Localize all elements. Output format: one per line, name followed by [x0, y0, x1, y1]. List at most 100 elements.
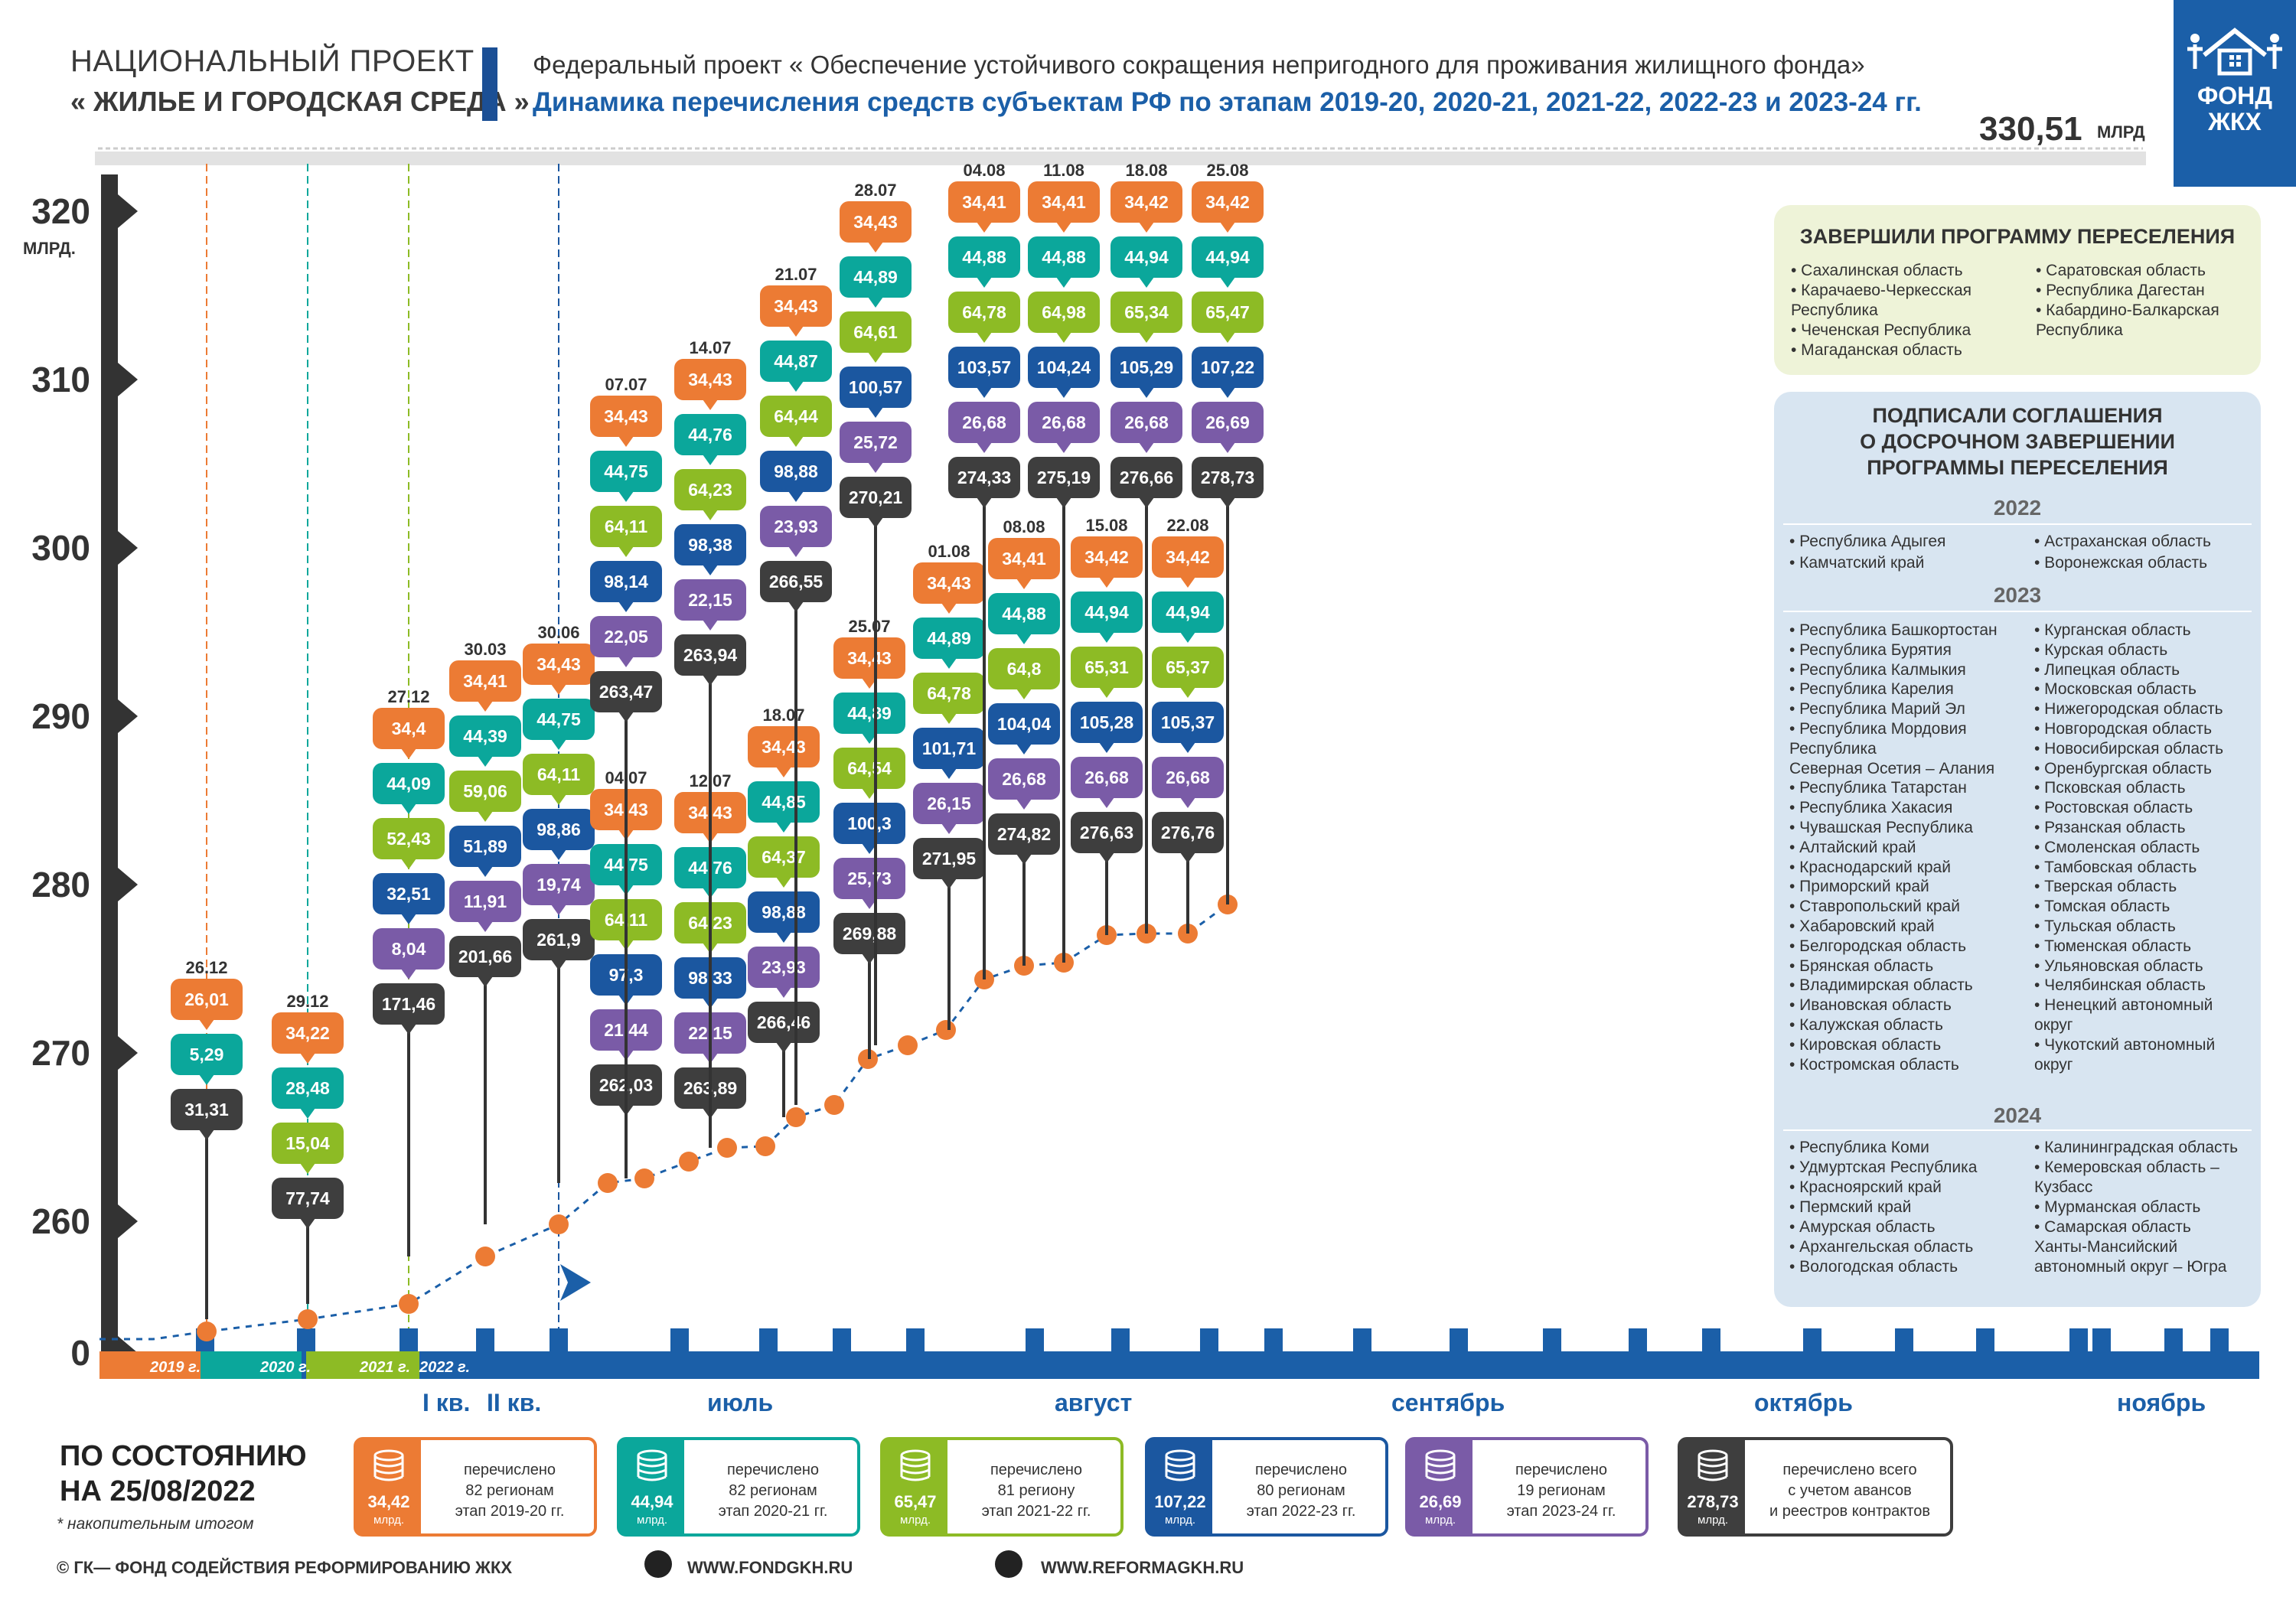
value-label: 103,57 — [957, 357, 1011, 377]
value-label: 44,88 — [1042, 247, 1086, 267]
value-badge-pointer — [941, 713, 957, 724]
value-label: 8,04 — [392, 939, 426, 959]
region-item: • Республика Хакасия — [1789, 799, 1953, 817]
value-label: 26,68 — [962, 412, 1006, 432]
logo-line-1: ФОНД — [2197, 82, 2273, 109]
value-badge — [840, 311, 912, 353]
period-label: 2022 г. — [419, 1359, 470, 1376]
value-badge — [760, 396, 832, 437]
x-tick — [1450, 1328, 1468, 1351]
value-badge-pointer — [1139, 442, 1154, 453]
value-badge-pointer — [551, 849, 566, 860]
value-label: 26,68 — [1166, 768, 1210, 787]
fond-logo[interactable]: ФОНД ЖКХ — [2174, 0, 2296, 187]
value-badge-pointer — [862, 733, 877, 744]
y-tick-arrow — [118, 1036, 138, 1070]
value-label: 34,42 — [1124, 192, 1169, 212]
value-badge-pointer — [300, 1053, 315, 1064]
value-label: 23,93 — [762, 957, 806, 977]
period-segment — [99, 1351, 201, 1379]
region-item: • Калужская область — [1789, 1016, 1943, 1034]
value-badge — [748, 781, 820, 823]
value-badge — [1152, 812, 1224, 853]
value-badge — [988, 703, 1060, 745]
value-badge — [1110, 181, 1182, 223]
period-segment — [306, 1351, 419, 1379]
completed-program-box: ЗАВЕРШИЛИ ПРОГРАММУ ПЕРЕСЕЛЕНИЯ • Сахали… — [1774, 205, 2261, 375]
value-label: 44,88 — [962, 247, 1006, 267]
value-badge-pointer — [862, 898, 877, 909]
value-badge — [948, 236, 1020, 278]
value-badge-pointer — [199, 1019, 214, 1030]
region-item: • Саратовская область — [2036, 262, 2206, 279]
value-badge — [373, 983, 445, 1025]
legend-item: 26,69 млрд. перечислено 19 регионам этап 2… — [1405, 1437, 1649, 1537]
value-badge — [913, 728, 985, 769]
region-item: • Камчатский край — [1789, 554, 1925, 572]
value-badge — [748, 947, 820, 988]
x-tick — [833, 1328, 851, 1351]
value-label: 98,88 — [762, 902, 806, 922]
value-badge-pointer — [1180, 687, 1195, 698]
value-badge-pointer — [1056, 332, 1071, 343]
x-tick — [1895, 1328, 1913, 1351]
value-badge — [840, 422, 912, 463]
coins-icon — [637, 1449, 667, 1481]
column-date: 08.08 — [1003, 517, 1045, 536]
value-badge — [948, 292, 1020, 333]
value-badge-pointer — [1016, 634, 1032, 644]
logo-line-2: ЖКХ — [2208, 108, 2262, 135]
value-label: 34,41 — [1042, 192, 1086, 212]
legend-unit: млрд. — [637, 1514, 667, 1527]
value-badge — [913, 783, 985, 824]
value-label: 34,43 — [604, 406, 648, 426]
value-badge — [1152, 702, 1224, 743]
value-label: 105,29 — [1120, 357, 1173, 377]
column-date: 25.08 — [1206, 161, 1248, 180]
value-label: 31,31 — [184, 1100, 229, 1119]
month-label: ноябрь — [2117, 1389, 2206, 1416]
coins-icon — [900, 1449, 931, 1481]
value-badge-pointer — [1220, 222, 1235, 233]
column-date: 14.07 — [689, 338, 731, 357]
value-label: 26,01 — [184, 989, 229, 1009]
value-badge-pointer — [868, 462, 883, 473]
value-badge-pointer — [1180, 742, 1195, 753]
x-tick — [1200, 1328, 1218, 1351]
y-tick-label: 0 — [70, 1333, 90, 1373]
value-badge — [590, 396, 662, 437]
value-badge — [1028, 236, 1100, 278]
value-badge-pointer — [1016, 799, 1032, 810]
site-link-1[interactable]: WWW.FONDGKH.RU — [687, 1558, 853, 1577]
value-badge — [748, 891, 820, 933]
value-badge — [988, 813, 1060, 855]
region-item: • Республика Татарстан — [1789, 779, 1967, 797]
value-badge-pointer — [300, 1108, 315, 1119]
year-2023: 2023 — [1993, 583, 2042, 607]
region-item: • Томская область — [2034, 898, 2170, 916]
trend-point — [717, 1138, 737, 1158]
value-badge — [674, 414, 746, 455]
x-tick — [670, 1328, 689, 1351]
value-badge-pointer — [788, 546, 804, 557]
site-link-2[interactable]: WWW.REFORMAGKH.RU — [1041, 1558, 1244, 1577]
value-label: 104,04 — [997, 714, 1052, 734]
project-title: НАЦИОНАЛЬНЫЙ ПРОЕКТ — [70, 44, 475, 78]
as-of-line-2: НА 25/08/2022 — [60, 1475, 256, 1507]
value-badge-pointer — [1139, 387, 1154, 398]
value-badge-pointer — [1220, 497, 1235, 508]
value-label: 34,43 — [536, 654, 581, 674]
value-label: 34,43 — [927, 573, 971, 593]
value-label: 98,14 — [604, 572, 648, 592]
value-badge-pointer — [1180, 577, 1195, 588]
value-badge — [833, 693, 905, 734]
value-badge — [760, 451, 832, 492]
x-tick — [297, 1328, 315, 1351]
value-badge — [1152, 647, 1224, 688]
value-badge-pointer — [862, 953, 877, 964]
value-badge — [1192, 292, 1264, 333]
value-badge-pointer — [1139, 332, 1154, 343]
legend-value: 278,73 — [1687, 1492, 1739, 1511]
region-item: • Краснодарский край — [1789, 858, 1951, 876]
value-badge-pointer — [941, 878, 957, 889]
